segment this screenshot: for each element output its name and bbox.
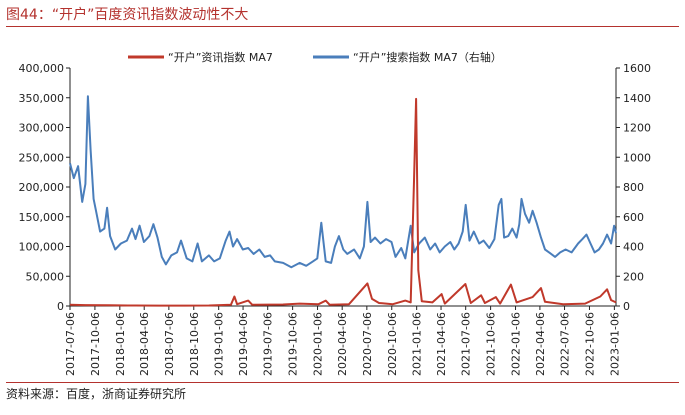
- x-tick-label: 2022-01-06: [510, 312, 523, 376]
- chart-title: 图44：“开户”百度资讯指数波动性不大: [6, 7, 249, 23]
- y-right-tick-label: 0: [623, 300, 630, 313]
- x-tick-label: 2023-01-06: [608, 312, 621, 376]
- y-right-tick-label: 1000: [623, 151, 651, 164]
- chart-series: [69, 95, 617, 307]
- x-tick-label: 2022-07-06: [559, 312, 572, 376]
- x-tick-label: 2021-01-06: [411, 312, 424, 376]
- legend-label-news-index: “开户”资讯指数 MA7: [168, 50, 273, 64]
- y-right-tick-label: 400: [623, 241, 644, 254]
- y-left-tick-label: 50,000: [26, 270, 65, 283]
- x-tick-label: 2022-10-06: [583, 312, 596, 376]
- chart-axes: 0 50,000 100,000 150,000 200,000 250,000 300,0…: [19, 62, 652, 376]
- x-tick-label: 2020-04-06: [336, 312, 349, 376]
- x-tick-label: 2019-01-06: [213, 312, 226, 376]
- x-tick-label: 2017-07-06: [64, 312, 77, 376]
- y-right-tick-label: 1600: [623, 62, 651, 75]
- y-right-tick-label: 1200: [623, 122, 651, 135]
- legend-label-search-index: “开户”搜索指数 MA7（右轴）: [353, 50, 502, 64]
- x-tick-label: 2019-04-06: [237, 312, 250, 376]
- series-line-search-index: [69, 95, 617, 269]
- chart-legend: “开户”资讯指数 MA7 “开户”搜索指数 MA7（右轴）: [128, 50, 502, 64]
- x-tick-label: 2021-04-06: [435, 312, 448, 376]
- title-rule: [6, 26, 679, 27]
- y-left-tick-label: 100,000: [19, 241, 65, 254]
- y-left-tick-label: 300,000: [19, 122, 65, 135]
- x-tick-label: 2018-10-06: [188, 312, 201, 376]
- y-left-tick-label: 200,000: [19, 181, 65, 194]
- y-left-tick-label: 350,000: [19, 92, 65, 105]
- series-line-news-index: [69, 97, 617, 307]
- x-tick-label: 2018-04-06: [138, 312, 151, 376]
- x-tick-label: 2019-10-06: [287, 312, 300, 376]
- x-tick-label: 2020-10-06: [386, 312, 399, 376]
- x-tick-label: 2018-07-06: [163, 312, 176, 376]
- y-right-tick-label: 600: [623, 211, 644, 224]
- y-left-tick-label: 400,000: [19, 62, 65, 75]
- y-right-tick-label: 800: [623, 181, 644, 194]
- source-rule: [6, 382, 679, 383]
- x-tick-label: 2017-10-06: [89, 312, 102, 376]
- x-tick-label: 2021-10-06: [485, 312, 498, 376]
- source-note: 资料来源：百度，浙商证券研究所: [6, 387, 187, 401]
- x-tick-label: 2018-01-06: [114, 312, 127, 376]
- y-right-tick-label: 200: [623, 270, 644, 283]
- x-tick-label: 2020-07-06: [361, 312, 374, 376]
- y-left-tick-label: 0: [57, 300, 64, 313]
- y-left-tick-label: 250,000: [19, 151, 65, 164]
- x-tick-label: 2020-01-06: [312, 312, 325, 376]
- y-left-tick-label: 150,000: [19, 211, 65, 224]
- y-right-tick-label: 1400: [623, 92, 651, 105]
- x-tick-label: 2022-04-06: [534, 312, 547, 376]
- x-tick-label: 2019-07-06: [262, 312, 275, 376]
- x-tick-label: 2021-07-06: [460, 312, 473, 376]
